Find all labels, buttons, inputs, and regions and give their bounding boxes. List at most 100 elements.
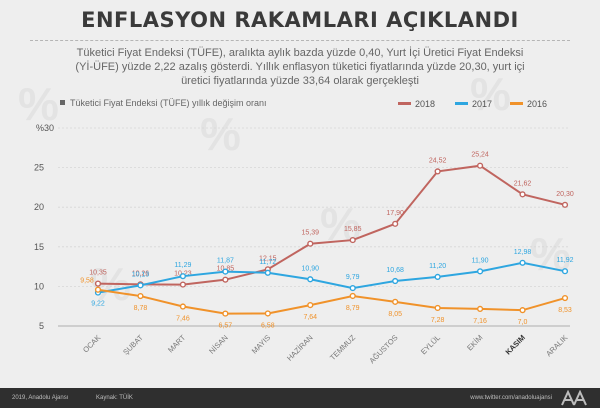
data-point-2017 [349,284,356,292]
data-label-2017: 11,90 [472,257,489,264]
y-axis-unit-label: %30 [36,123,54,133]
x-tick-label: TEMMUZ [328,333,357,362]
data-label-2016: 7,46 [176,316,190,323]
y-tick-label: 5 [39,321,44,331]
data-point-2017 [561,268,569,275]
data-point-2018 [392,220,399,227]
title-divider [30,40,570,41]
data-label-2016: 8,53 [558,307,572,314]
legend-label: 2016 [527,99,547,109]
data-label-2018: 17,90 [386,210,404,217]
data-label-2016: 8,79 [346,305,360,312]
data-label-2017: 10,68 [386,267,404,274]
background-percent-icon: % [200,108,241,160]
y-tick-label: 25 [34,163,44,173]
y-tick-label: 10 [34,281,44,291]
data-point-2018 [307,240,314,247]
data-label-2018: 21,62 [514,180,532,187]
x-tick-label: EKİM [465,333,484,352]
data-label-2016: 9,58 [80,278,94,285]
data-label-2017: 9,79 [346,274,360,281]
data-point-2017 [434,273,441,280]
data-point-2016 [349,292,356,300]
data-point-2018 [349,236,356,244]
x-tick-label: MAYIS [250,333,272,355]
data-label-2017: 11,72 [259,259,276,266]
legend-swatch [510,102,523,105]
data-point-2018 [519,191,526,198]
data-label-2018: 12,15 [259,255,277,262]
data-label-2016: 8,78 [134,305,148,312]
data-point-2017 [222,268,229,275]
data-point-2016 [94,286,102,293]
description-line: üretici fiyatlarında yüzde 33,64 olarak … [181,75,419,87]
data-label-2017: 11,87 [217,258,234,265]
chart-subtitle: Tüketici Fiyat Endeksi (TÜFE) yıllık değ… [70,98,267,108]
x-tick-label: NİSAN [207,333,230,356]
subtitle-marker-icon [60,100,65,105]
data-label-2017: 10,13 [132,271,150,278]
twitter-link[interactable]: www.twitter.com/anadoluajansi [470,395,552,401]
data-point-2016 [561,294,569,302]
legend-swatch [398,102,411,105]
data-point-2017 [307,276,314,283]
footer-bar: 2019, Anadolu Ajansı Kaynak: TÜİK www.tw… [0,388,600,408]
data-label-2016: 7,16 [473,318,487,325]
x-tick-label: HAZİRAN [285,333,315,363]
copyright-text: 2019, Anadolu Ajansı [12,395,69,401]
data-point-2016 [264,310,271,317]
line-chart: %%%%%%Tüketici Fiyat Endeksi (TÜFE) yıll… [18,68,574,365]
data-label-2018: 25,24 [471,152,489,159]
data-label-2017: 12,98 [514,249,532,256]
y-tick-label: 15 [34,242,44,252]
data-label-2018: 10,35 [89,270,107,277]
data-point-2016 [519,307,526,314]
data-label-2016: 6,58 [261,322,275,329]
x-tick-label: AĞUSTOS [367,333,399,365]
data-label-2017: 9,22 [91,301,105,308]
series-line-2016 [97,288,566,315]
description-line: Tüketici Fiyat Endeksi (TÜFE), aralıkta … [76,47,524,59]
y-tick-label: 20 [34,202,44,212]
series-line-2018 [97,164,566,286]
data-point-2018 [222,276,229,283]
data-point-2016 [179,303,187,310]
series-line-2017 [97,261,566,294]
aa-logo [561,390,587,406]
x-tick-label: ŞUBAT [121,333,145,357]
data-point-2018 [561,201,569,208]
description: Tüketici Fiyat Endeksi (TÜFE), aralıkta … [60,46,540,88]
data-label-2017: 11,29 [174,262,191,269]
page-title: ENFLASYON RAKAMLARI AÇIKLANDI [81,8,519,32]
data-label-2018: 15,85 [344,226,362,233]
x-tick-label: OCAK [81,333,102,354]
data-point-2016 [307,301,314,309]
background-percent-icon: % [470,68,511,120]
data-label-2018: 10,26 [132,270,150,277]
data-point-2017 [519,259,526,266]
data-label-2018: 24,52 [429,157,447,164]
data-label-2016: 7,28 [431,317,445,324]
data-point-2016 [222,310,229,317]
data-point-2017 [179,273,187,280]
x-tick-label: MART [166,333,188,355]
data-point-2018 [179,281,187,288]
data-label-2016: 7,0 [518,319,528,326]
data-label-2017: 11,20 [429,263,446,270]
data-point-2018 [434,168,441,175]
data-point-2016 [476,305,484,312]
data-label-2017: 11,92 [557,257,574,264]
x-tick-label: KASIM [504,333,527,356]
source-text: Kaynak: TÜİK [96,395,133,401]
data-label-2016: 8,05 [388,311,402,318]
data-label-2016: 6,57 [219,323,233,330]
data-label-2016: 7,64 [303,314,317,321]
legend-label: 2017 [472,99,492,109]
data-point-2016 [137,292,144,300]
data-point-2018 [476,162,484,169]
data-point-2017 [392,277,399,285]
description-line: (Yİ-ÜFE) yüzde 2,22 azalış gösterdi. Yıl… [75,61,525,73]
background-percent-icon: % [18,78,59,130]
data-label-2017: 10,90 [302,265,320,272]
x-tick-label: EYLÜL [419,333,442,356]
